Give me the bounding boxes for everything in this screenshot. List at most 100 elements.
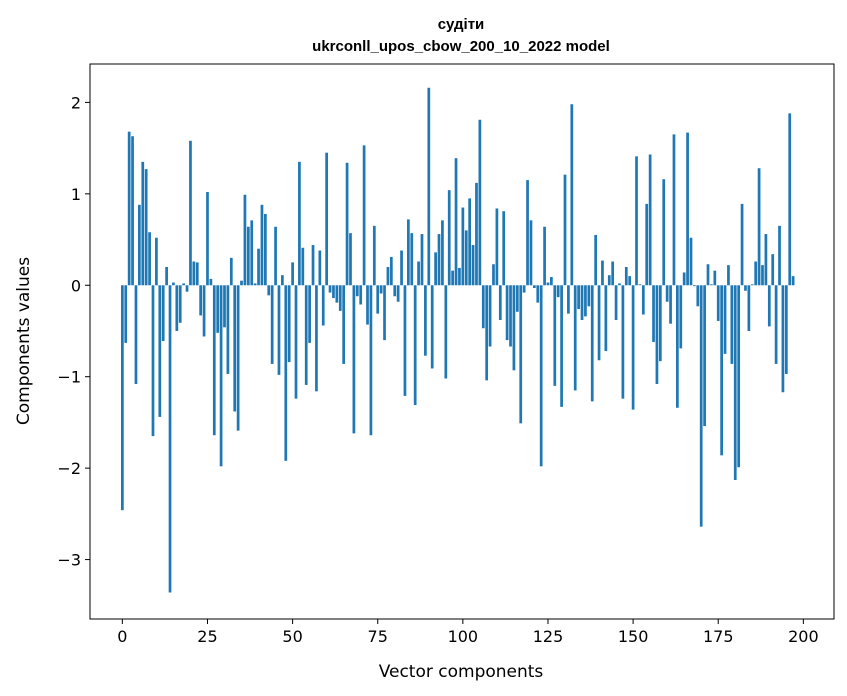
bar-170 (699, 285, 703, 527)
bar-102 (468, 198, 472, 286)
x-tick-label: 100 (448, 627, 479, 646)
bar-17 (178, 285, 182, 323)
bar-108 (488, 285, 492, 347)
bar-118 (522, 285, 526, 293)
bar-84 (407, 219, 410, 286)
bar-80 (393, 285, 397, 297)
bar-11 (158, 285, 162, 417)
bar-120 (529, 220, 533, 286)
bar-194 (781, 285, 785, 393)
bar-156 (652, 285, 655, 342)
bar-131 (567, 285, 570, 314)
bar-40 (257, 248, 260, 286)
bar-57 (315, 285, 318, 392)
bar-105 (478, 119, 482, 286)
bar-152 (638, 284, 642, 286)
bar-34 (236, 285, 240, 431)
bar-97 (451, 270, 454, 286)
bar-95 (444, 285, 448, 379)
bar-27 (212, 285, 216, 436)
bar-148 (624, 266, 628, 286)
bar-134 (577, 285, 580, 310)
bar-41 (260, 204, 264, 286)
bars-group (120, 87, 795, 593)
bar-151 (635, 156, 638, 286)
bar-39 (253, 283, 257, 286)
bar-145 (614, 285, 618, 321)
bar-82 (400, 250, 403, 286)
bar-69 (355, 285, 359, 297)
bar-83 (403, 285, 407, 396)
bar-71 (362, 145, 366, 286)
y-tick-label: 1 (71, 185, 81, 204)
bar-188 (761, 265, 764, 286)
bar-65 (342, 285, 346, 364)
bar-160 (665, 285, 669, 302)
x-tick-label: 25 (197, 627, 217, 646)
bar-173 (710, 284, 713, 286)
bar-107 (485, 285, 489, 381)
bar-114 (509, 285, 512, 347)
bar-125 (546, 282, 550, 286)
bar-136 (584, 285, 587, 317)
bar-89 (424, 285, 427, 356)
bar-112 (502, 211, 506, 286)
bar-180 (733, 285, 737, 481)
bar-20 (189, 140, 192, 286)
bar-23 (199, 285, 203, 316)
bar-28 (216, 285, 220, 333)
bar-111 (498, 285, 502, 321)
bar-150 (631, 285, 635, 410)
bar-179 (730, 285, 734, 364)
bar-59 (321, 285, 325, 326)
bar-26 (209, 278, 213, 286)
bar-72 (366, 285, 369, 325)
bar-85 (410, 233, 414, 286)
bar-130 (563, 174, 567, 286)
bar-117 (519, 285, 523, 424)
bar-2 (127, 131, 131, 286)
bar-159 (662, 179, 666, 286)
bar-135 (580, 285, 584, 321)
x-tick-label: 175 (703, 627, 734, 646)
bar-177 (723, 285, 727, 354)
bar-24 (202, 285, 206, 337)
bar-88 (420, 234, 424, 286)
bar-47 (281, 275, 284, 286)
bar-142 (604, 285, 608, 352)
plot-frame (89, 63, 835, 620)
bar-19 (185, 285, 189, 292)
bar-175 (716, 285, 720, 321)
bar-92 (434, 252, 437, 286)
bar-133 (573, 285, 577, 391)
bar-61 (328, 285, 332, 293)
bar-49 (287, 285, 291, 363)
bar-126 (550, 277, 553, 286)
bar-182 (740, 203, 744, 286)
bar-77 (383, 285, 386, 341)
bar-164 (679, 285, 683, 349)
y-axis-ticks: −3 −2 −1 0 1 2 (57, 93, 90, 570)
bar-81 (396, 285, 400, 302)
bar-3 (131, 136, 134, 286)
bar-172 (706, 264, 710, 286)
bar-147 (621, 285, 625, 399)
bar-119 (526, 180, 529, 286)
bar-36 (243, 194, 247, 286)
bar-163 (676, 285, 679, 408)
bar-153 (641, 285, 645, 315)
bar-31 (226, 285, 230, 374)
bar-56 (311, 245, 315, 286)
bar-42 (264, 213, 267, 286)
bar-103 (471, 245, 475, 286)
y-tick-label: −2 (57, 459, 81, 478)
bar-168 (693, 285, 696, 287)
bar-167 (689, 237, 693, 286)
bar-8 (148, 232, 151, 286)
bar-54 (304, 285, 308, 385)
bar-63 (335, 285, 339, 303)
x-tick-label: 0 (117, 627, 127, 646)
bar-106 (481, 285, 485, 329)
bar-178 (727, 265, 730, 286)
bar-158 (658, 285, 662, 362)
